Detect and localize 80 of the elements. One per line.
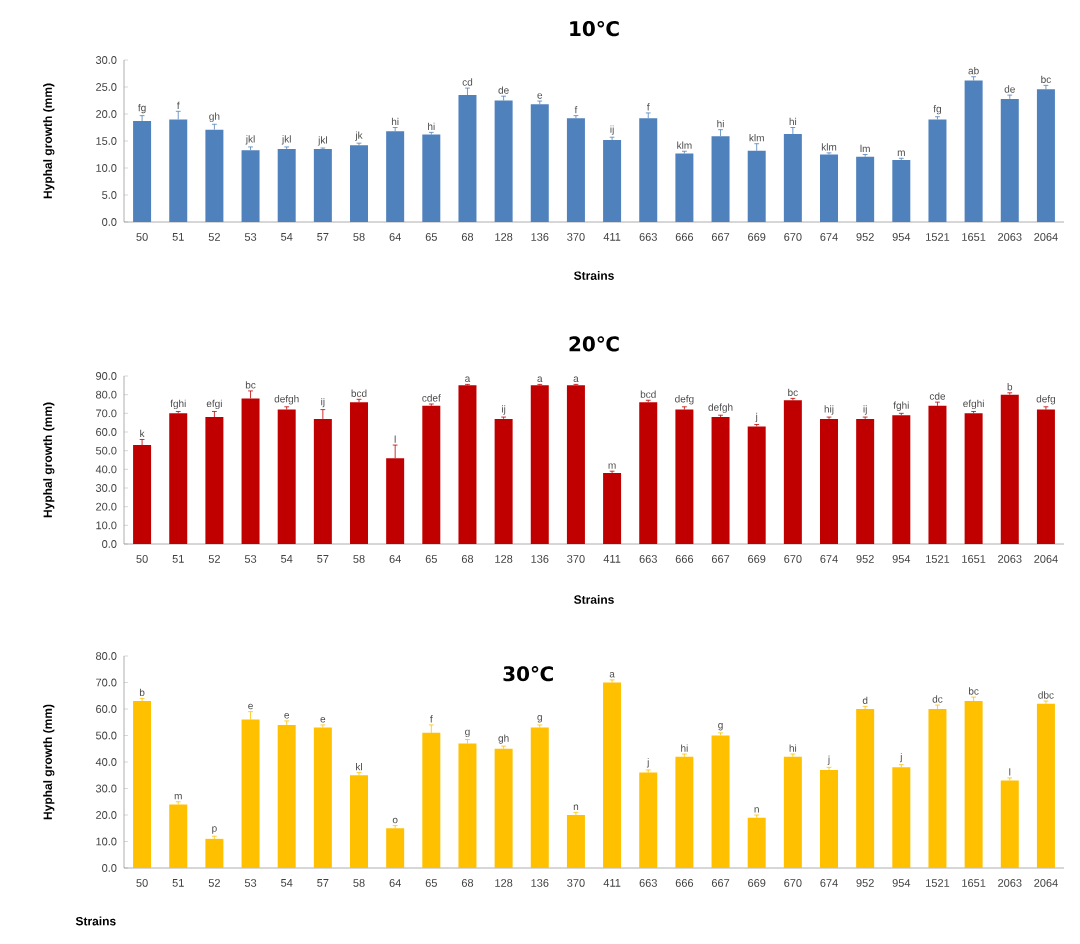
bar xyxy=(675,756,694,869)
bar xyxy=(1036,703,1055,869)
bar xyxy=(205,129,224,223)
bar xyxy=(639,772,658,869)
bar xyxy=(169,804,188,869)
bar xyxy=(133,121,152,223)
bar xyxy=(133,701,152,869)
bar xyxy=(205,838,224,869)
bar xyxy=(1000,98,1019,223)
bar xyxy=(1036,409,1055,545)
bar xyxy=(566,815,585,869)
bar xyxy=(494,418,513,545)
bar xyxy=(639,402,658,545)
chart-title: 10℃ xyxy=(570,20,619,37)
bar xyxy=(277,724,296,869)
bar xyxy=(783,400,802,545)
bar xyxy=(169,413,188,545)
bar xyxy=(386,131,405,223)
bar xyxy=(675,153,694,223)
bar xyxy=(458,95,477,223)
bar xyxy=(350,402,368,545)
bar xyxy=(711,735,730,869)
bar xyxy=(856,418,875,545)
chart-title: 30℃ xyxy=(503,666,553,682)
bar xyxy=(350,775,368,869)
bar xyxy=(313,418,332,545)
bar xyxy=(856,156,875,223)
bar xyxy=(494,748,513,869)
bar xyxy=(241,398,260,545)
bar xyxy=(241,150,260,223)
bar xyxy=(820,769,839,869)
bar xyxy=(892,159,911,223)
bar xyxy=(422,405,441,545)
bar xyxy=(530,727,549,869)
bar xyxy=(422,732,441,869)
bar xyxy=(277,149,296,223)
bar xyxy=(1000,780,1019,869)
bar xyxy=(458,385,477,545)
bar xyxy=(530,385,549,545)
bar xyxy=(566,118,585,223)
chart-title: 20℃ xyxy=(569,336,619,352)
bar xyxy=(964,80,983,223)
bar xyxy=(1000,394,1019,545)
bar xyxy=(313,727,332,869)
bar xyxy=(928,119,947,223)
bar xyxy=(820,154,839,223)
bar xyxy=(205,417,224,545)
bar xyxy=(603,682,622,869)
bar xyxy=(241,719,260,869)
bar xyxy=(747,426,766,545)
bar xyxy=(964,701,983,869)
bar xyxy=(928,709,947,869)
bar xyxy=(566,385,585,545)
bar xyxy=(783,133,802,223)
bar xyxy=(313,149,332,223)
bar xyxy=(964,413,983,545)
bar xyxy=(747,817,766,869)
bar xyxy=(675,409,694,545)
bar xyxy=(892,767,911,869)
bar xyxy=(169,119,188,223)
bar xyxy=(530,104,549,223)
bar xyxy=(892,415,911,545)
bar xyxy=(603,473,622,545)
bar xyxy=(711,417,730,545)
bar xyxy=(783,756,802,869)
bar xyxy=(711,136,730,223)
bar xyxy=(133,445,152,545)
bar xyxy=(458,743,477,869)
bar xyxy=(820,418,839,545)
bar xyxy=(350,145,368,223)
bar xyxy=(856,709,875,869)
bar xyxy=(747,150,766,223)
bar xyxy=(603,139,622,223)
bar xyxy=(639,118,658,223)
bar xyxy=(422,134,441,223)
bar xyxy=(1036,89,1055,223)
bar xyxy=(277,409,296,545)
bar xyxy=(386,828,405,869)
bar xyxy=(928,405,947,545)
bar xyxy=(494,100,513,223)
